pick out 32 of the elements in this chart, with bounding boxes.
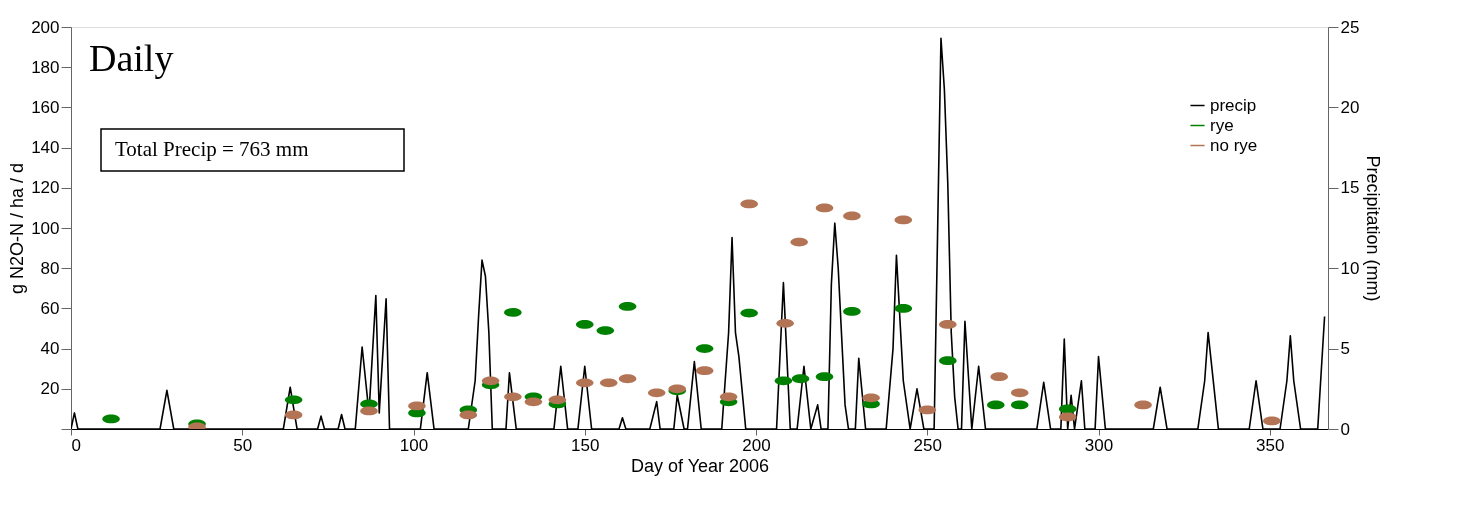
y2-tick-label: 0	[1340, 419, 1350, 439]
annotation: Total Precip = 763 mm	[115, 137, 309, 161]
y-axis-title: g N2O-N / ha / d	[7, 162, 28, 295]
x-tick-label: 0	[71, 435, 81, 455]
x-tick-label: 300	[1084, 435, 1114, 455]
y2-tick-label: 15	[1340, 178, 1360, 198]
x-tick-label: 150	[571, 435, 600, 455]
y-tick-label: 200	[31, 17, 60, 37]
y2-tick-label: 5	[1340, 339, 1350, 359]
y2-axis-title: Precipitation (mm)	[1363, 155, 1384, 302]
y-tick-label: 20	[40, 379, 60, 399]
y-tick-label: 120	[31, 178, 60, 198]
y-tick-label: 140	[31, 138, 60, 158]
x-tick-label: 50	[233, 435, 253, 455]
legend-label: no rye	[1210, 135, 1258, 155]
x-tick-label: 200	[742, 435, 771, 455]
legend-label: precip	[1210, 95, 1257, 115]
y2-tick-label: 20	[1340, 97, 1360, 117]
y-tick-label: 100	[31, 218, 60, 238]
y-tick-label: 60	[40, 298, 60, 318]
x-tick-label: 100	[399, 435, 429, 455]
y2-tick-label: 25	[1340, 17, 1360, 37]
legend-label: rye	[1210, 115, 1234, 135]
y2-tick-label: 10	[1340, 258, 1360, 278]
y-tick-label: 80	[40, 258, 60, 278]
x-axis-title: Day of Year 2006	[630, 455, 770, 476]
chart-title: Daily	[89, 37, 174, 79]
y-tick-label: 40	[40, 339, 60, 359]
x-tick-label: 350	[1256, 435, 1285, 455]
x-tick-label: 250	[913, 435, 942, 455]
y-tick-label: 160	[31, 97, 60, 117]
y-tick-label: 180	[31, 57, 60, 77]
